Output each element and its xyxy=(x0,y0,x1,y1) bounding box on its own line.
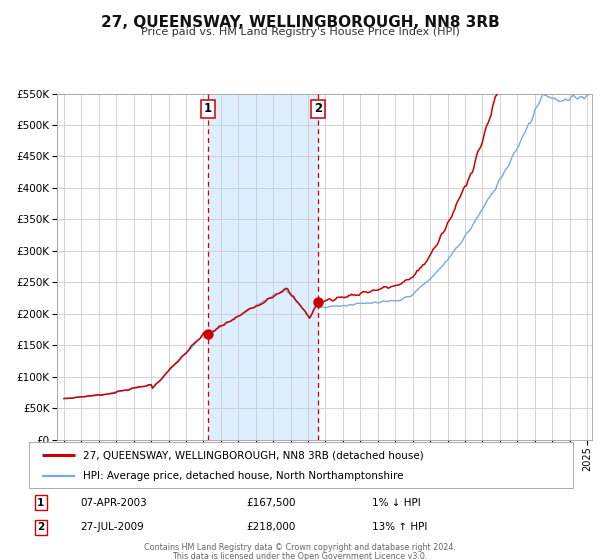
FancyBboxPatch shape xyxy=(29,442,573,488)
Text: 27, QUEENSWAY, WELLINGBOROUGH, NN8 3RB (detached house): 27, QUEENSWAY, WELLINGBOROUGH, NN8 3RB (… xyxy=(83,450,424,460)
Text: £218,000: £218,000 xyxy=(247,522,296,533)
Text: 2: 2 xyxy=(37,522,44,533)
Bar xyxy=(208,94,318,440)
Text: 13% ↑ HPI: 13% ↑ HPI xyxy=(371,522,427,533)
Text: 2: 2 xyxy=(314,102,322,115)
Text: 07-APR-2003: 07-APR-2003 xyxy=(80,498,147,508)
Text: 27, QUEENSWAY, WELLINGBOROUGH, NN8 3RB: 27, QUEENSWAY, WELLINGBOROUGH, NN8 3RB xyxy=(101,15,499,30)
Text: 1: 1 xyxy=(37,498,44,508)
Text: This data is licensed under the Open Government Licence v3.0.: This data is licensed under the Open Gov… xyxy=(172,552,428,560)
Text: Contains HM Land Registry data © Crown copyright and database right 2024.: Contains HM Land Registry data © Crown c… xyxy=(144,543,456,552)
Text: 27-JUL-2009: 27-JUL-2009 xyxy=(80,522,144,533)
Text: Price paid vs. HM Land Registry's House Price Index (HPI): Price paid vs. HM Land Registry's House … xyxy=(140,27,460,37)
Text: HPI: Average price, detached house, North Northamptonshire: HPI: Average price, detached house, Nort… xyxy=(83,472,404,482)
Text: 1% ↓ HPI: 1% ↓ HPI xyxy=(371,498,421,508)
Text: £167,500: £167,500 xyxy=(247,498,296,508)
Text: 1: 1 xyxy=(204,102,212,115)
